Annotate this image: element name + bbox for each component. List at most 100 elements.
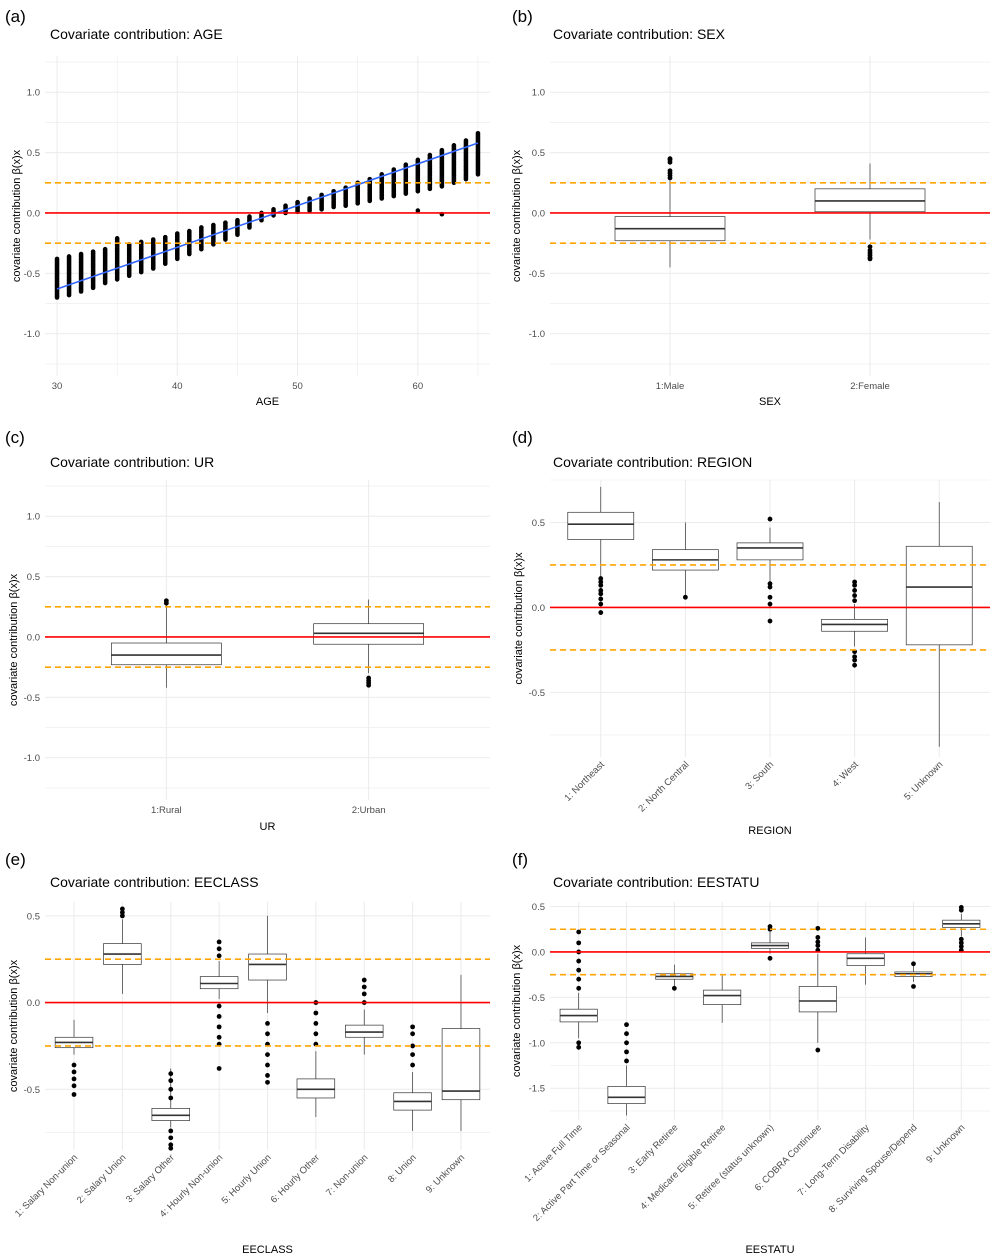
data-point: [90, 249, 96, 254]
box-iqr: [905, 545, 973, 646]
y-tick-label: 0.0: [532, 947, 545, 958]
outlier-point: [216, 953, 222, 959]
data-point: [247, 214, 252, 219]
outlier-point: [410, 1031, 416, 1037]
data-marks: [559, 905, 981, 1116]
outlier-point: [410, 1052, 416, 1058]
panel-e: (e) Covariate contribution: EECLASS -0.5 0.…: [5, 850, 490, 1256]
boxplot-2: [313, 599, 424, 688]
outlier-point: [671, 985, 677, 991]
outlier-point: [168, 1142, 174, 1148]
outlier-point: [168, 1135, 174, 1141]
outlier-point: [815, 1047, 821, 1053]
outlier-point: [216, 1034, 222, 1040]
outlier-point: [576, 929, 582, 935]
outlier-point: [576, 976, 582, 982]
outlier-point: [958, 944, 964, 949]
boxplot-1: [614, 156, 726, 268]
outlier-point: [71, 1076, 77, 1082]
outlier-point: [958, 940, 964, 946]
data-point: [54, 256, 60, 262]
outlier-point: [216, 1024, 222, 1030]
outlier-point: [867, 244, 873, 250]
x-tick-label: 5: Hourly Union: [220, 1152, 274, 1206]
box-iqr: [441, 1028, 481, 1101]
y-tick-label: 0.5: [532, 902, 545, 913]
y-axis-label: covariate contribution β(x)x: [8, 959, 20, 1092]
data-point: [114, 236, 120, 241]
data-point: [199, 225, 204, 230]
y-tick-label: 1.0: [27, 512, 40, 523]
panel-c: (c) Covariate contribution: UR -1.0 -0.5 0.0…: [5, 428, 490, 833]
outlier-point: [265, 1052, 270, 1058]
boxplot-6: [798, 925, 837, 1053]
box-iqr: [151, 1108, 190, 1121]
data-point: [439, 147, 445, 153]
data-point: [391, 167, 397, 172]
gridlines: [550, 56, 990, 376]
boxplot-1: [111, 598, 222, 688]
data-point: [415, 208, 421, 213]
panel-d: (d) Covariate contribution: REGION -0.5 0.0…: [512, 428, 990, 837]
x-tick-label: 9: Unknown: [924, 1122, 967, 1165]
outlier-point: [852, 582, 858, 588]
outlier-point: [576, 1040, 582, 1046]
outlier-point: [815, 939, 821, 945]
boxplot-5: [905, 502, 973, 747]
outlier-point: [815, 943, 821, 948]
outlier-point: [216, 946, 222, 952]
outlier-point: [265, 1073, 270, 1078]
outlier-point: [767, 584, 773, 590]
outlier-point: [624, 1040, 629, 1046]
panel-b: (b) Covariate contribution: SEX -1.0 -0.5 0.…: [511, 7, 990, 408]
data-point: [102, 246, 108, 252]
boxplot-3: [655, 964, 694, 991]
outlier-point: [168, 1128, 174, 1134]
boxplot-4: [199, 939, 239, 1071]
x-tick-label: 40: [172, 381, 183, 392]
box-iqr: [846, 953, 885, 966]
x-tick-label: 1: Salary Non-union: [13, 1152, 80, 1219]
x-tick-label: 1:Rural: [151, 805, 182, 816]
x-axis-label: REGION: [748, 825, 791, 837]
data-point: [295, 199, 300, 205]
boxplot-3: [736, 516, 804, 624]
outlier-point: [71, 1092, 77, 1097]
outlier-point: [598, 591, 604, 597]
panel-letter: (f): [512, 850, 528, 869]
outlier-point: [598, 576, 604, 581]
outlier-point: [852, 598, 858, 604]
y-tick-label: 0.0: [532, 208, 545, 219]
y-tick-label: 0.0: [532, 603, 545, 614]
x-tick-label: 1: Northeast: [563, 759, 608, 804]
outlier-point: [576, 1044, 582, 1050]
outlier-point: [767, 924, 773, 929]
x-tick-label: 3: Early Retiree: [626, 1122, 680, 1176]
outlier-point: [265, 1062, 270, 1068]
x-axis-label: AGE: [256, 396, 279, 408]
boxplot-1: [567, 486, 635, 615]
y-tick-label: 0.5: [27, 911, 40, 922]
outlier-point: [410, 1062, 416, 1068]
outlier-point: [168, 1078, 174, 1084]
chart-title: Covariate contribution: EESTATU: [553, 874, 759, 890]
outlier-point: [71, 1069, 77, 1075]
boxplot-4: [703, 975, 742, 1023]
outlier-point: [576, 967, 582, 973]
boxplot-2: [814, 163, 926, 262]
boxplot-7: [345, 977, 384, 1055]
boxplot-2: [607, 1022, 646, 1116]
box-iqr: [296, 1078, 336, 1099]
outlier-point: [265, 1031, 270, 1037]
outlier-point: [852, 662, 858, 668]
data-point: [187, 228, 192, 234]
x-tick-label: 2: North Central: [636, 759, 691, 814]
outlier-point: [163, 598, 169, 604]
boxplot-7: [846, 937, 885, 985]
outlier-point: [216, 1003, 222, 1009]
outlier-point: [265, 1020, 270, 1026]
outlier-point: [168, 1095, 174, 1101]
x-tick-label: 30: [52, 381, 63, 392]
panel-letter: (b): [512, 7, 533, 26]
y-tick-label: 0.5: [27, 572, 40, 583]
